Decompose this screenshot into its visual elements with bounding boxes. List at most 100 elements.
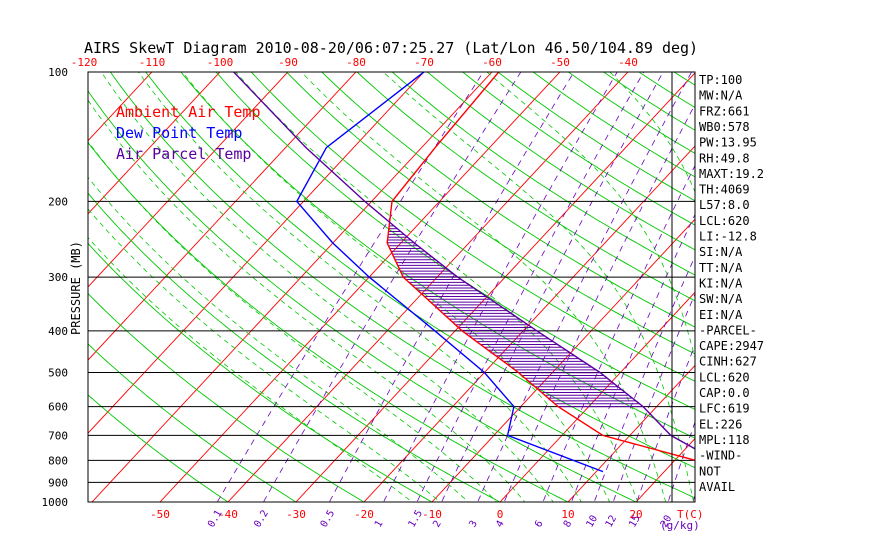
bottom-temperature-label: -30 bbox=[286, 508, 306, 521]
top-temperature-label: -90 bbox=[278, 56, 298, 69]
isotherm-line bbox=[88, 72, 221, 215]
index-value: PW:13.95 bbox=[699, 136, 757, 150]
mixing-ratio-label: 10 bbox=[585, 514, 601, 530]
isotherm-line bbox=[159, 72, 561, 502]
top-temperature-label: -50 bbox=[550, 56, 570, 69]
bottom-temperature-label: -20 bbox=[354, 508, 374, 521]
pressure-tick-label: 300 bbox=[48, 271, 68, 284]
pressure-tick-label: 800 bbox=[48, 454, 68, 467]
index-value: LFC:619 bbox=[699, 402, 750, 416]
sounding-profiles bbox=[233, 72, 695, 473]
dry-adiabat-line bbox=[88, 192, 502, 502]
bottom-temperature-label: 20 bbox=[629, 508, 642, 521]
mixing-ratio-line bbox=[416, 72, 645, 502]
isotherm-line bbox=[91, 72, 493, 502]
mixing-ratio-line bbox=[593, 255, 695, 502]
legend-ambient-air-temp: Ambient Air Temp bbox=[116, 103, 261, 121]
dry-adiabat-line bbox=[215, 72, 695, 410]
dry-adiabat-line bbox=[88, 292, 365, 502]
top-temperature-labels: -120 -110 -100 -90 -80 -70 -60 -50 -40 bbox=[71, 56, 638, 69]
pressure-tick-label: 600 bbox=[48, 401, 68, 414]
pressure-tick-label: 100 bbox=[48, 66, 68, 79]
dry-adiabat-line bbox=[88, 394, 229, 502]
index-value: L57:8.0 bbox=[699, 198, 750, 212]
index-value: LCL:620 bbox=[699, 214, 750, 228]
pressure-tick-label: 900 bbox=[48, 476, 68, 489]
bottom-temperature-label: 0 bbox=[497, 508, 504, 521]
index-value: EL:226 bbox=[699, 417, 742, 431]
index-value: RH:49.8 bbox=[699, 151, 750, 165]
plot-frame bbox=[87, 71, 696, 503]
bottom-temperature-label: -10 bbox=[422, 508, 442, 521]
dry-adiabat-line bbox=[497, 72, 695, 202]
moist-adiabat-line bbox=[88, 236, 413, 502]
legend-air-parcel-temp: Air Parcel Temp bbox=[116, 145, 251, 163]
mixing-ratio-line bbox=[383, 72, 618, 502]
isotherm-line bbox=[227, 72, 629, 502]
top-temperature-label: -80 bbox=[346, 56, 366, 69]
mixing-ratio-label: 20 bbox=[659, 514, 675, 530]
top-temperature-label: -100 bbox=[207, 56, 234, 69]
dry-adiabat-line bbox=[391, 72, 695, 276]
mixing-ratio-label: 8 bbox=[562, 519, 575, 530]
dry-adiabat-line bbox=[88, 90, 638, 502]
index-value: TP:100 bbox=[699, 73, 742, 87]
dry-adiabat-line bbox=[798, 62, 870, 511]
index-value: SI:N/A bbox=[699, 245, 743, 259]
isotherm-line bbox=[88, 72, 153, 142]
index-value: NOT bbox=[699, 464, 721, 478]
dry-adiabat-line bbox=[763, 62, 870, 511]
mixing-ratio-line bbox=[441, 72, 664, 502]
index-value: AVAIL bbox=[699, 480, 735, 494]
index-value: LI:-12.8 bbox=[699, 230, 757, 244]
bottom-temperature-labels: -50 -40 -30 -20 -10 0 10 20 bbox=[150, 508, 643, 521]
pressure-tick-label: 400 bbox=[48, 325, 68, 338]
y-axis-label: PRESSURE (MB) bbox=[69, 241, 83, 335]
top-temperature-label: -60 bbox=[482, 56, 502, 69]
index-value: FRZ:661 bbox=[699, 104, 750, 118]
index-value: TH:4069 bbox=[699, 183, 750, 197]
mixing-ratio-line bbox=[216, 72, 484, 502]
index-value: LCL:620 bbox=[699, 370, 750, 384]
isotherm-line bbox=[295, 72, 695, 502]
mixing-ratio-label: 2 bbox=[431, 519, 444, 530]
index-value: EI:N/A bbox=[699, 308, 743, 322]
mixing-ratio-label: 3 bbox=[467, 519, 480, 530]
mixing-ratio-line bbox=[477, 72, 693, 502]
cape-hatching bbox=[387, 225, 644, 408]
dry-adiabat-line bbox=[321, 72, 695, 328]
index-value: MAXT:19.2 bbox=[699, 167, 764, 181]
mixing-ratio-labels: 0.1 0.2 0.5 1 1.5 2 3 4 6 8 10 12 15 20 bbox=[206, 508, 674, 529]
dry-adiabat-line bbox=[356, 72, 695, 302]
mixing-ratio-label: 6 bbox=[533, 519, 546, 530]
mixing-ratio-line bbox=[744, 62, 870, 511]
isotherm-line bbox=[832, 62, 870, 511]
isotherm-line bbox=[431, 218, 695, 502]
index-value: KI:N/A bbox=[699, 277, 743, 291]
top-temperature-label: -110 bbox=[139, 56, 166, 69]
index-value: WB0:578 bbox=[699, 120, 750, 134]
moist-adiabat-line bbox=[382, 72, 695, 502]
dry-adiabat-line bbox=[285, 72, 695, 355]
index-value: CINH:627 bbox=[699, 355, 757, 369]
legend-dew-point-temp: Dew Point Temp bbox=[116, 124, 242, 142]
bottom-temperature-label: -40 bbox=[218, 508, 238, 521]
moist-adiabat-line bbox=[137, 72, 582, 502]
bottom-temperature-label: -50 bbox=[150, 508, 170, 521]
pressure-tick-label: 200 bbox=[48, 195, 68, 208]
pressure-tick-label: 500 bbox=[48, 367, 68, 380]
pressure-tick-label: 1000 bbox=[42, 496, 69, 509]
isotherm-line bbox=[499, 291, 695, 502]
isotherm-line bbox=[764, 62, 870, 511]
moist-adiabat-line bbox=[181, 72, 611, 502]
isotherm-line bbox=[0, 62, 25, 511]
dry-adiabat-line bbox=[88, 343, 297, 502]
mixing-ratio-line bbox=[612, 293, 695, 502]
moist-adiabat-line bbox=[88, 176, 469, 502]
dry-adiabat-line bbox=[426, 72, 695, 251]
index-value: TT:N/A bbox=[699, 261, 743, 275]
air-parcel-temp-line bbox=[233, 72, 695, 450]
mixing-ratio-line bbox=[328, 72, 575, 502]
moist-adiabat-line bbox=[88, 208, 441, 502]
